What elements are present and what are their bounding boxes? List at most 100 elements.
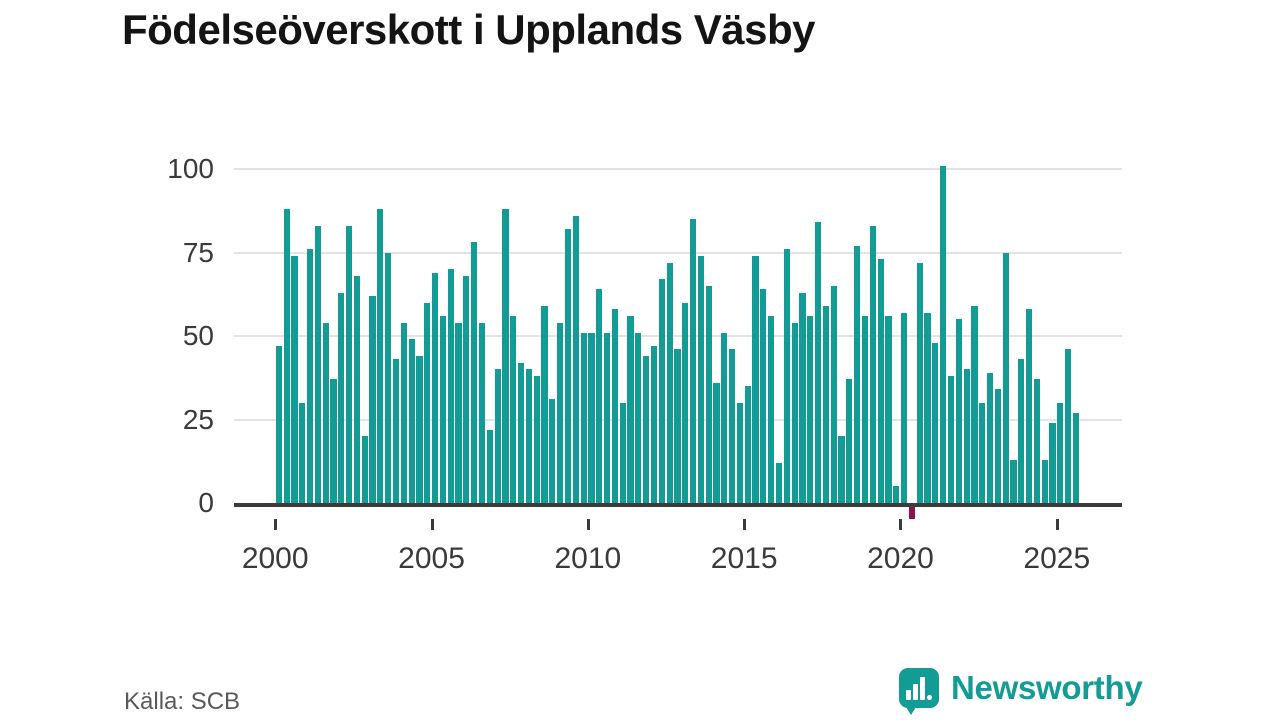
bar-2007-q2 <box>502 209 509 503</box>
bar-2015-q4 <box>768 315 775 503</box>
bar-2018-q1 <box>838 436 845 503</box>
bar-2004-q3 <box>416 356 423 503</box>
bar-2022-q4 <box>986 372 994 503</box>
logo-bar-icon <box>920 677 925 700</box>
bar-2014-q3 <box>729 349 736 503</box>
speech-bubble-tail <box>906 707 916 715</box>
x-axis-line <box>234 503 1122 507</box>
source-label: Källa: SCB <box>124 688 241 715</box>
bar-2009-q4 <box>580 332 587 503</box>
logo-dot-icon <box>927 695 932 700</box>
bar-2006-q3 <box>478 322 486 503</box>
bar-2013-q3 <box>697 255 704 503</box>
x-tick-2025 <box>1055 519 1059 530</box>
newsworthy-branding: Newsworthy <box>899 668 1143 715</box>
gridline-y-50 <box>234 335 1122 337</box>
bar-2000-q3 <box>291 255 298 503</box>
bar-2012-q3 <box>666 262 673 503</box>
bar-2011-q1 <box>619 402 626 503</box>
x-tick-2010 <box>586 519 590 530</box>
y-axis-label-25: 25 <box>182 403 214 435</box>
bar-2006-q2 <box>471 242 478 503</box>
bar-2014-q1 <box>713 382 720 503</box>
bar-2012-q4 <box>674 349 681 503</box>
bar-2019-q1 <box>869 225 876 503</box>
x-axis-label-2020: 2020 <box>867 542 934 575</box>
bar-2010-q4 <box>611 309 618 503</box>
bar-2016-q4 <box>799 292 806 503</box>
x-tick-2020 <box>899 519 903 530</box>
y-axis-label-75: 75 <box>182 236 214 268</box>
bar-2009-q1 <box>557 322 564 503</box>
bar-2021-q4 <box>955 319 962 503</box>
bar-2022-q1 <box>963 369 970 503</box>
bar-2019-q2 <box>877 259 884 503</box>
bar-2013-q1 <box>682 302 689 503</box>
bar-2006-q1 <box>463 275 470 503</box>
bar-2013-q4 <box>705 285 712 503</box>
bar-2005-q2 <box>439 315 447 503</box>
bar-2025-q1 <box>1057 402 1064 503</box>
bar-2006-q4 <box>486 429 493 503</box>
bar-2021-q1 <box>932 342 939 503</box>
bar-2008-q3 <box>541 305 548 503</box>
bar-2024-q1 <box>1026 309 1033 503</box>
bar-2000-q1 <box>275 346 282 503</box>
bar-2018-q3 <box>854 245 861 503</box>
bar-2020-q4 <box>924 312 931 503</box>
x-axis-label-2015: 2015 <box>710 542 778 575</box>
bar-2008-q4 <box>549 399 556 503</box>
bar-2004-q2 <box>408 339 415 503</box>
y-axis-label-0: 0 <box>198 487 214 518</box>
bar-2004-q1 <box>400 322 407 503</box>
bar-2023-q3 <box>1010 459 1017 503</box>
bar-2000-q2 <box>283 209 290 503</box>
logo-bar-icon <box>913 684 918 700</box>
x-tick-2000 <box>274 519 278 530</box>
bar-2013-q2 <box>689 219 697 503</box>
bar-2010-q1 <box>588 332 595 503</box>
bar-2001-q3 <box>322 322 329 503</box>
x-axis-label-2010: 2010 <box>554 542 622 575</box>
x-axis-label-2005: 2005 <box>398 542 465 575</box>
bar-2002-q2 <box>346 225 353 503</box>
bar-2005-q3 <box>447 269 454 503</box>
gridline-y-75 <box>234 251 1122 254</box>
bar-2017-q3 <box>822 305 829 503</box>
gridline-y-100 <box>234 168 1122 170</box>
bar-2009-q3 <box>572 215 579 503</box>
bar-2003-q4 <box>392 359 400 503</box>
bar-2003-q1 <box>369 295 376 503</box>
bar-2004-q4 <box>424 302 431 503</box>
bar-2012-q2 <box>658 279 665 503</box>
bar-2020-q3 <box>916 262 923 503</box>
bar-2017-q2 <box>815 222 822 503</box>
bar-2021-q2 <box>940 165 947 503</box>
x-tick-2015 <box>743 519 747 530</box>
bar-2015-q3 <box>760 289 767 503</box>
bar-2011-q4 <box>643 356 650 503</box>
bar-2002-q4 <box>361 436 368 503</box>
bar-2020-q2 <box>908 506 915 520</box>
bar-2000-q4 <box>299 402 306 503</box>
bar-2003-q2 <box>377 209 384 503</box>
bar-2003-q3 <box>385 252 392 503</box>
bar-2022-q3 <box>979 402 986 503</box>
bar-2016-q1 <box>775 462 783 503</box>
bar-2023-q1 <box>994 389 1001 503</box>
bar-2001-q4 <box>330 379 337 503</box>
bar-2016-q2 <box>783 249 790 503</box>
newsworthy-logo-icon <box>899 668 939 715</box>
bar-2002-q1 <box>338 292 345 503</box>
bar-2015-q1 <box>744 386 751 503</box>
brand-name: Newsworthy <box>951 669 1143 706</box>
bar-2024-q3 <box>1041 459 1048 503</box>
bar-2002-q3 <box>353 275 361 503</box>
bar-2019-q4 <box>893 486 900 503</box>
bar-2016-q3 <box>791 322 798 503</box>
bar-2007-q1 <box>494 369 501 503</box>
bar-2012-q1 <box>650 346 658 503</box>
bar-2017-q1 <box>807 315 814 503</box>
y-axis-label-50: 50 <box>182 320 214 351</box>
